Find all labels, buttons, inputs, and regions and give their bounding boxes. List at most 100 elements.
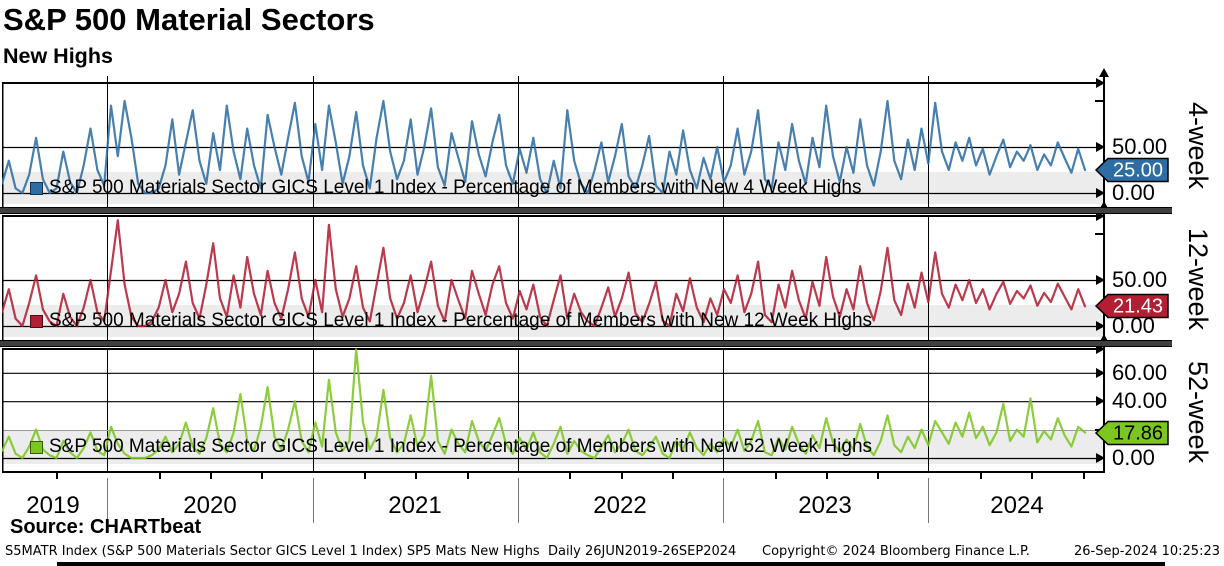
x-minor-tick [467,473,469,479]
window-edge-bar [57,562,1165,566]
price-flag-label-2: 21.43 [1113,296,1163,318]
year-separator [723,478,724,523]
series-line-2 [2,219,1087,328]
plot-svg-2 [2,215,1103,340]
x-minor-tick [364,473,366,479]
x-minor-tick [980,473,982,479]
panel-separator [0,340,1172,347]
series-line-1 [2,99,1087,195]
x-minor-tick [672,473,674,479]
x-minor-tick [1031,473,1033,479]
legend-label-2: S&P 500 Materials Sector GICS Level 1 In… [49,310,873,331]
price-flag-label-1: 25.00 [1113,160,1163,182]
year-label: 2020 [183,492,237,519]
price-flag-label-3: 17.86 [1113,422,1163,444]
x-minor-tick [415,473,417,479]
x-minor-tick [261,473,263,479]
price-flag-shape [1094,157,1169,183]
panel-side-label-3: 52-week [1183,360,1213,464]
legend-band [2,305,1103,337]
footer-timestamp: 26-Sep-2024 10:25:23 [1073,544,1220,559]
axis-up-arrow [1099,68,1109,77]
x-minor-tick [210,473,212,479]
y-tick-label: 50.00 [1112,134,1168,159]
axis-up-arrow [1099,334,1109,343]
y-axis-line-3 [1103,342,1105,473]
year-gridline-extension [313,76,314,82]
axis-tick-arrow [1096,275,1105,285]
year-gridline-extension [723,76,724,82]
x-minor-tick [877,473,879,479]
legend-band [2,172,1103,204]
year-label: 2019 [26,492,80,519]
x-minor-tick [569,473,571,479]
axis-up-arrow [1099,201,1109,210]
legend-row-3: S&P 500 Materials Sector GICS Level 1 In… [30,436,872,458]
y-tick-label: 60.00 [1112,359,1168,385]
axis-tick-arrow [1096,453,1105,463]
footer-copyright: Copyright© 2024 Bloomberg Finance L.P. [762,544,1030,559]
footer-security-info: S5MATR Index (S&P 500 Materials Sector G… [5,544,737,559]
x-minor-tick [1083,473,1085,479]
y-tick-label: 50.00 [1112,267,1168,292]
panel-separator [0,207,1172,214]
x-minor-tick [775,473,777,479]
legend-row-1: S&P 500 Materials Sector GICS Level 1 In… [30,177,861,199]
source-label: Source: CHARTbeat [10,516,202,538]
year-gridline-extension [107,76,108,82]
plot-svg-3 [2,348,1103,473]
panel-52-week: S&P 500 Materials Sector GICS Level 1 In… [2,348,1103,473]
year-separator [518,478,519,523]
y-tick-label: 0.00 [1112,445,1155,470]
panel-side-label-2: 12-week [1183,227,1213,331]
legend-swatch-2 [30,314,43,328]
y-axis-line-1 [1103,76,1105,207]
plot-svg-1 [2,82,1103,207]
series-line-3 [2,348,1087,460]
axis-tick-arrow [1096,321,1105,331]
year-label: 2024 [990,492,1044,519]
y-tick-label: 0.00 [1112,180,1155,205]
legend-label-1: S&P 500 Materials Sector GICS Level 1 In… [49,177,862,198]
axis-tick-arrow [1096,188,1105,198]
legend-row-2: S&P 500 Materials Sector GICS Level 1 In… [30,310,872,332]
page-subtitle: New Highs [3,44,113,68]
axis-tick-arrow [1096,211,1105,221]
x-minor-tick [159,473,161,479]
axis-minor-tick [1095,233,1103,235]
legend-label-3: S&P 500 Materials Sector GICS Level 1 In… [49,436,873,457]
axis-tick-arrow [1096,142,1105,152]
price-flag-1: 25.00 [1094,157,1169,183]
legend-swatch-3 [30,440,43,454]
x-minor-tick [56,473,58,479]
price-flag-2: 21.43 [1094,294,1169,319]
y-axis-line-2 [1103,209,1105,340]
panel-4-week: S&P 500 Materials Sector GICS Level 1 In… [2,82,1103,207]
panel-side-label-1: 4-week [1183,102,1213,190]
axis-minor-tick [1095,100,1103,102]
year-separator [928,478,929,523]
year-label: 2021 [388,492,442,519]
price-flag-shape [1094,420,1169,445]
x-minor-tick [621,473,623,479]
panel-12-week: S&P 500 Materials Sector GICS Level 1 In… [2,215,1103,340]
x-minor-tick [826,473,828,479]
axis-tick-arrow [1096,367,1105,378]
axis-tick-arrow [1096,396,1105,407]
y-tick-label: 40.00 [1112,388,1168,414]
year-label: 2023 [798,492,852,519]
year-label: 2022 [593,492,647,519]
y-tick-label: 0.00 [1112,313,1155,338]
year-separator [107,478,108,523]
year-separator [313,478,314,523]
year-gridline-extension [518,76,519,82]
legend-swatch-1 [30,181,43,195]
axis-tick-arrow [1096,78,1105,88]
axis-tick-arrow [1096,344,1105,354]
year-gridline-extension [928,76,929,82]
price-flag-shape [1094,294,1169,319]
price-flag-3: 17.86 [1094,420,1169,445]
